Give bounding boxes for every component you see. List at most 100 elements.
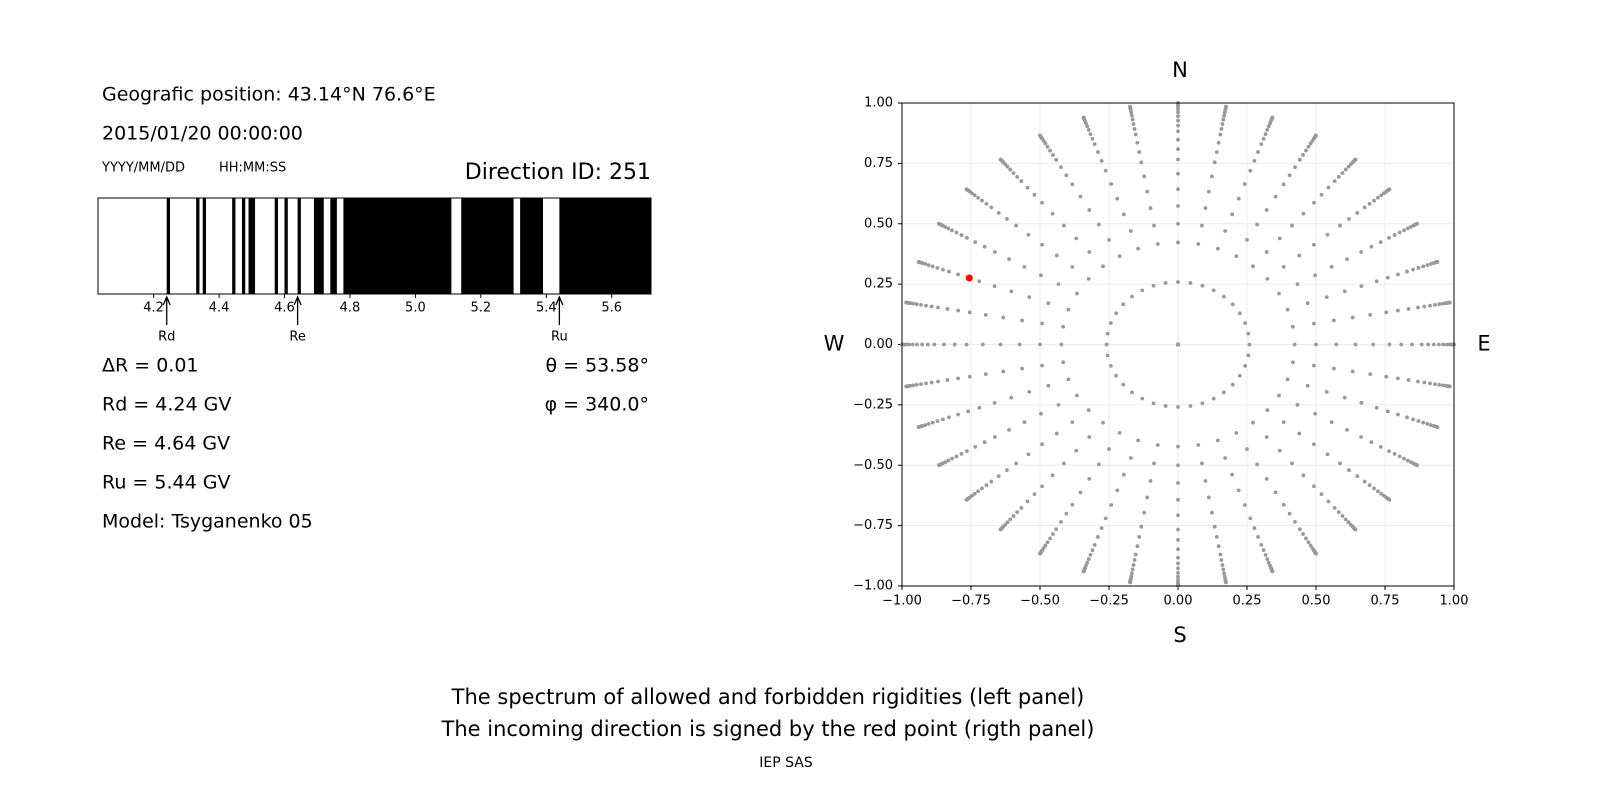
direction-point xyxy=(1050,473,1055,478)
y-tick-label: −1.00 xyxy=(853,579,893,594)
forbidden-band xyxy=(330,198,337,294)
direction-point xyxy=(1236,196,1241,201)
direction-point xyxy=(1040,363,1044,368)
direction-point xyxy=(919,382,923,387)
direction-point xyxy=(1263,132,1268,136)
x-tick-label: 4.2 xyxy=(143,301,164,316)
direction-point xyxy=(1395,308,1400,313)
direction-point xyxy=(1290,461,1294,466)
direction-point xyxy=(1265,557,1270,561)
direction-point xyxy=(1312,442,1316,447)
direction-point xyxy=(1379,491,1384,496)
direction-point xyxy=(1297,253,1302,258)
direction-point xyxy=(967,310,972,315)
direction-point xyxy=(1242,503,1247,507)
direction-point xyxy=(1305,383,1310,388)
direction-point xyxy=(1176,137,1180,142)
x-tick-label: 0.00 xyxy=(1164,594,1193,609)
direction-point xyxy=(1319,192,1324,197)
direction-point xyxy=(1266,560,1271,565)
direction-point xyxy=(1096,462,1101,467)
direction-point xyxy=(1109,182,1114,186)
direction-point xyxy=(977,405,982,410)
direction-point xyxy=(1206,495,1211,500)
direction-point xyxy=(1014,223,1018,228)
direction-point xyxy=(1336,174,1341,179)
direction-point xyxy=(1237,311,1242,316)
direction-point xyxy=(1139,524,1144,529)
direction-point xyxy=(1176,444,1180,449)
arrow-head xyxy=(162,295,171,306)
direction-point xyxy=(1270,569,1275,574)
position: Geografic position: 43.14°N 76.6°E xyxy=(102,84,436,106)
direction-point xyxy=(954,454,959,459)
direction-point xyxy=(1256,535,1260,539)
direction-point xyxy=(1011,514,1016,518)
direction-point xyxy=(1054,431,1059,436)
direction-point xyxy=(1066,377,1071,382)
direction-point xyxy=(1312,321,1316,326)
direction-point xyxy=(1437,342,1441,347)
direction-point xyxy=(1281,264,1286,269)
marker-label: Rd xyxy=(158,330,175,345)
forbidden-band xyxy=(232,198,236,294)
direction-point xyxy=(1128,580,1132,585)
direction-point xyxy=(1384,374,1389,379)
direction-point xyxy=(1312,200,1316,205)
direction-point xyxy=(910,342,915,347)
direction-point xyxy=(1312,242,1316,247)
direction-point xyxy=(919,302,923,307)
direction-point xyxy=(1301,473,1306,478)
direction-point xyxy=(1264,435,1269,439)
direction-point xyxy=(1188,281,1193,285)
direction-point xyxy=(1324,295,1329,300)
direction-point xyxy=(1378,445,1383,449)
direction-point xyxy=(1353,157,1358,162)
direction-point xyxy=(1421,264,1426,269)
direction-point xyxy=(1032,492,1037,497)
direction-point xyxy=(929,304,934,309)
direction-point xyxy=(1014,461,1018,466)
direction-point xyxy=(946,458,951,463)
direction-point xyxy=(1287,173,1292,178)
direction-point xyxy=(1285,377,1290,382)
x-tick-label: 0.75 xyxy=(1371,594,1400,609)
direction-point xyxy=(1176,555,1180,560)
x-tick-label: −1.00 xyxy=(882,594,922,609)
direction-point xyxy=(1387,235,1391,240)
direction-point xyxy=(956,272,960,277)
y-tick-label: 0.50 xyxy=(864,216,893,231)
compass-label: W xyxy=(824,332,845,356)
direction-point xyxy=(1415,221,1419,226)
direction-point xyxy=(1230,472,1235,477)
direction-point xyxy=(1214,535,1219,539)
plot-frame xyxy=(901,102,1455,587)
arrow-head xyxy=(555,295,564,306)
direction-point xyxy=(1402,228,1406,233)
direction-point xyxy=(1020,366,1024,371)
direction-point xyxy=(1230,212,1235,217)
direction-point xyxy=(1255,462,1260,467)
forbidden-band xyxy=(284,198,288,294)
forbidden-band xyxy=(202,198,206,294)
direction-point xyxy=(1109,503,1114,507)
direction-point xyxy=(1070,182,1075,187)
direction-point xyxy=(1223,229,1228,233)
direction-point xyxy=(1242,182,1247,186)
direction-point xyxy=(1130,571,1134,576)
direction-point xyxy=(1263,553,1268,557)
direction-point xyxy=(1176,342,1180,347)
direction-point xyxy=(1025,185,1030,190)
direction-point xyxy=(1087,435,1092,439)
direction-point xyxy=(1107,238,1111,242)
direction-point xyxy=(1343,167,1348,172)
direction-point xyxy=(1415,463,1419,468)
direction-point xyxy=(1251,264,1255,269)
direction-point xyxy=(1369,440,1374,445)
direction-point xyxy=(1290,360,1295,365)
direction-point xyxy=(992,250,997,254)
direction-point xyxy=(1133,132,1138,137)
direction-point xyxy=(1027,389,1032,394)
direction-point xyxy=(1387,497,1392,502)
direction-point xyxy=(1277,236,1282,241)
